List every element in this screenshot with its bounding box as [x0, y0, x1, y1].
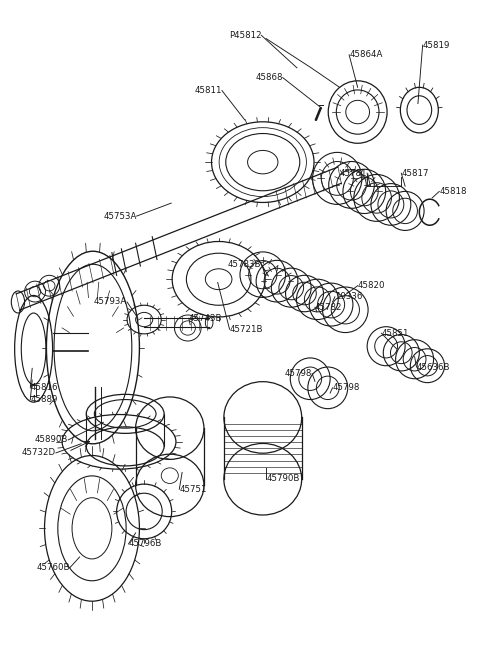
Text: 45851: 45851 [382, 329, 409, 338]
Text: 45743B: 45743B [189, 314, 222, 323]
Text: 45819: 45819 [423, 41, 450, 50]
Text: 45818: 45818 [439, 187, 467, 196]
Text: 45793A: 45793A [94, 297, 127, 306]
Text: 45817: 45817 [401, 169, 429, 178]
Text: 45782: 45782 [315, 302, 342, 312]
Text: 45889: 45889 [30, 395, 58, 404]
Text: 45811: 45811 [194, 86, 222, 95]
Text: 45753A: 45753A [103, 212, 137, 220]
Text: 45868: 45868 [255, 73, 283, 82]
Text: 45732D: 45732D [22, 449, 56, 457]
Text: 45864A: 45864A [349, 51, 383, 59]
Text: 45798: 45798 [285, 369, 312, 378]
Text: P45812: P45812 [229, 31, 261, 40]
Text: 45796B: 45796B [129, 539, 162, 548]
Text: 45783B: 45783B [228, 260, 261, 269]
Text: 45760B: 45760B [36, 563, 70, 572]
Text: 45798: 45798 [333, 383, 360, 392]
Text: 45781: 45781 [340, 169, 367, 178]
Text: 45820: 45820 [358, 281, 385, 290]
Text: 45636B: 45636B [417, 363, 450, 371]
Text: 45890B: 45890B [35, 436, 68, 444]
Text: 45721B: 45721B [229, 325, 263, 334]
Text: 45790B: 45790B [266, 474, 300, 483]
Text: 45816: 45816 [30, 383, 58, 392]
Text: 45751: 45751 [179, 485, 207, 494]
Text: 19336: 19336 [335, 293, 362, 301]
